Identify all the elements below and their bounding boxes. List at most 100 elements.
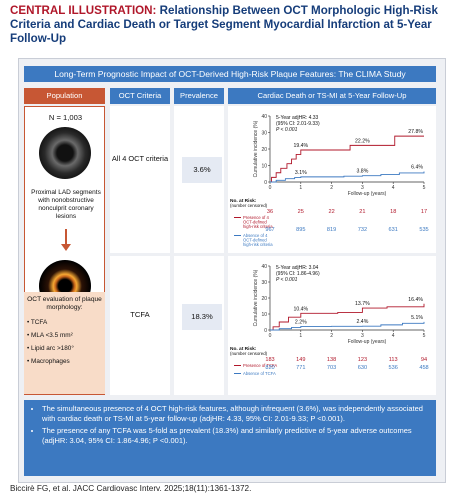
row2-criteria: TCFA: [130, 310, 150, 319]
page-title: CENTRAL ILLUSTRATION: Relationship Betwe…: [10, 4, 456, 46]
y-axis-label: Cumulative incidence (%): [253, 120, 259, 177]
at-risk-title: No. at Risk:: [230, 346, 257, 352]
at-risk-value: 17: [421, 209, 427, 215]
at-risk-value: 25: [298, 209, 304, 215]
legend-label: Absence of 4: [243, 233, 268, 238]
header-criteria: OCT Criteria: [110, 88, 170, 104]
at-risk-value: 123: [358, 357, 367, 363]
citation: Biccirè FG, et al. JACC Cardiovasc Inter…: [10, 484, 252, 493]
legend-label: Absence of TCFA: [243, 371, 276, 376]
header-population: Population: [24, 88, 105, 104]
x-tick-label: 2: [330, 333, 333, 339]
y-tick-label: 40: [261, 264, 267, 270]
x-tick-label: 5: [423, 333, 426, 339]
km-curve-absence: [270, 321, 425, 331]
at-risk-value: 18: [390, 209, 396, 215]
hazard-ratio-text: (95% CI: 2.01-9.33): [276, 121, 320, 127]
at-risk-value: 732: [358, 227, 367, 233]
at-risk-value: 703: [327, 365, 336, 371]
header-prevalence: Prevalence: [174, 88, 224, 104]
title-label: CENTRAL ILLUSTRATION:: [10, 4, 157, 17]
data-label: 22.2%: [355, 138, 370, 144]
y-tick-label: 40: [261, 114, 267, 120]
data-label: 3.1%: [295, 170, 307, 176]
at-risk-value: 536: [389, 365, 398, 371]
at-risk-value: 22: [328, 209, 334, 215]
x-tick-label: 1: [299, 333, 302, 339]
row1-criteria: All 4 OCT criteria: [111, 154, 169, 163]
at-risk-value: 631: [389, 227, 398, 233]
x-tick-label: 1: [299, 185, 302, 191]
legend-label: OCT-defined: [243, 238, 267, 243]
data-label: 19.4%: [293, 143, 308, 149]
x-tick-label: 3: [361, 333, 364, 339]
x-axis-label: Follow-up (years): [348, 191, 387, 197]
population-n: N = 1,003: [48, 113, 83, 122]
x-tick-label: 0: [269, 185, 272, 191]
hazard-ratio-text: (95% CI: 1.86-4.96): [276, 271, 320, 277]
km-curve-absence: [270, 171, 425, 183]
feature-item: Lipid arc >180°: [27, 342, 102, 355]
y-tick-label: 20: [261, 147, 267, 153]
km-curve-presence: [270, 135, 424, 183]
legend-label: high-risk criteria: [243, 242, 273, 247]
hazard-ratio-text: P < 0.001: [276, 277, 298, 283]
at-risk-value: 771: [296, 365, 305, 371]
row1-criteria-cell: All 4 OCT criteria: [110, 106, 170, 253]
x-tick-label: 2: [330, 185, 333, 191]
km-chart-2: 40 30 20 10 0 0 1 2 3 4 5 Follow-up (years) Cumulati…: [228, 256, 436, 395]
row2-criteria-cell: TCFA: [110, 256, 170, 395]
x-tick-label: 3: [361, 185, 364, 191]
data-label: 16.4%: [408, 297, 423, 303]
oct-evaluation-title: OCT evaluation of plaque morphology:: [27, 296, 102, 311]
data-label: 27.8%: [408, 129, 423, 135]
data-label: 3.8%: [356, 169, 368, 175]
km-chart-1: 40 30 20 10 0 0 1 2 3 4 5 Follow-up (years) Cumulati…: [228, 106, 436, 253]
feature-item: MLA <3.5 mm²: [27, 329, 102, 342]
oct-crosssection-image: [39, 127, 91, 179]
x-tick-label: 4: [392, 333, 395, 339]
at-risk-value: 183: [265, 357, 274, 363]
at-risk-value: 21: [359, 209, 365, 215]
conclusion-item: The simultaneous presence of 4 OCT high-…: [42, 404, 428, 423]
x-tick-label: 4: [392, 185, 395, 191]
arrow-down-icon: [61, 244, 71, 251]
at-risk-value: 895: [296, 227, 305, 233]
feature-item: TCFA: [27, 316, 102, 329]
x-axis-label: Follow-up (years): [348, 339, 387, 345]
title-text: Relationship Between OCT Morphologic Hig…: [10, 4, 438, 45]
legend-label: OCT-defined: [243, 220, 267, 225]
y-tick-label: 30: [261, 131, 267, 137]
at-risk-value: 113: [389, 357, 398, 363]
legend-label: high-risk criteria: [243, 224, 273, 229]
km-chart-1-svg: 40 30 20 10 00 1 2 3 4 5 Follow-up (years) Cumulati…: [230, 114, 429, 247]
hazard-ratio-text: 5-Year adjHR: 3.04: [276, 265, 319, 271]
feature-item: Macrophages: [27, 355, 102, 368]
y-tick-label: 30: [261, 280, 267, 286]
hazard-ratio-text: P < 0.001: [276, 127, 298, 133]
data-label: 5.1%: [411, 315, 423, 321]
at-risk-subtitle: (number censored): [230, 351, 268, 356]
legend-label: Presence of 4: [243, 215, 270, 220]
at-risk-value: 94: [421, 357, 427, 363]
at-risk-value: 535: [419, 227, 428, 233]
data-label: 13.7%: [355, 301, 370, 307]
population-description: Proximal LAD segments with nonobstructiv…: [31, 189, 101, 220]
conclusions-box: The simultaneous presence of 4 OCT high-…: [24, 400, 436, 476]
study-banner: Long-Term Prognostic Impact of OCT-Deriv…: [24, 66, 436, 82]
at-risk-value: 138: [327, 357, 336, 363]
row2-prevalence: 18.3%: [182, 304, 222, 330]
at-risk-value: 149: [296, 357, 305, 363]
data-label: 2.2%: [295, 319, 307, 325]
at-risk-value: 458: [419, 365, 428, 371]
y-axis-label: Cumulative incidence (%): [253, 269, 259, 326]
at-risk-value: 820: [265, 365, 274, 371]
oct-feature-list: TCFA MLA <3.5 mm² Lipid arc >180° Macrop…: [27, 316, 102, 368]
x-tick-label: 0: [269, 333, 272, 339]
at-risk-value: 819: [327, 227, 336, 233]
conclusion-item: The presence of any TCFA was 5-fold as p…: [42, 426, 428, 445]
km-curve-presence: [270, 303, 425, 331]
oct-evaluation-box: OCT evaluation of plaque morphology: TCF…: [24, 292, 105, 394]
row1-prevalence: 3.6%: [182, 157, 222, 183]
